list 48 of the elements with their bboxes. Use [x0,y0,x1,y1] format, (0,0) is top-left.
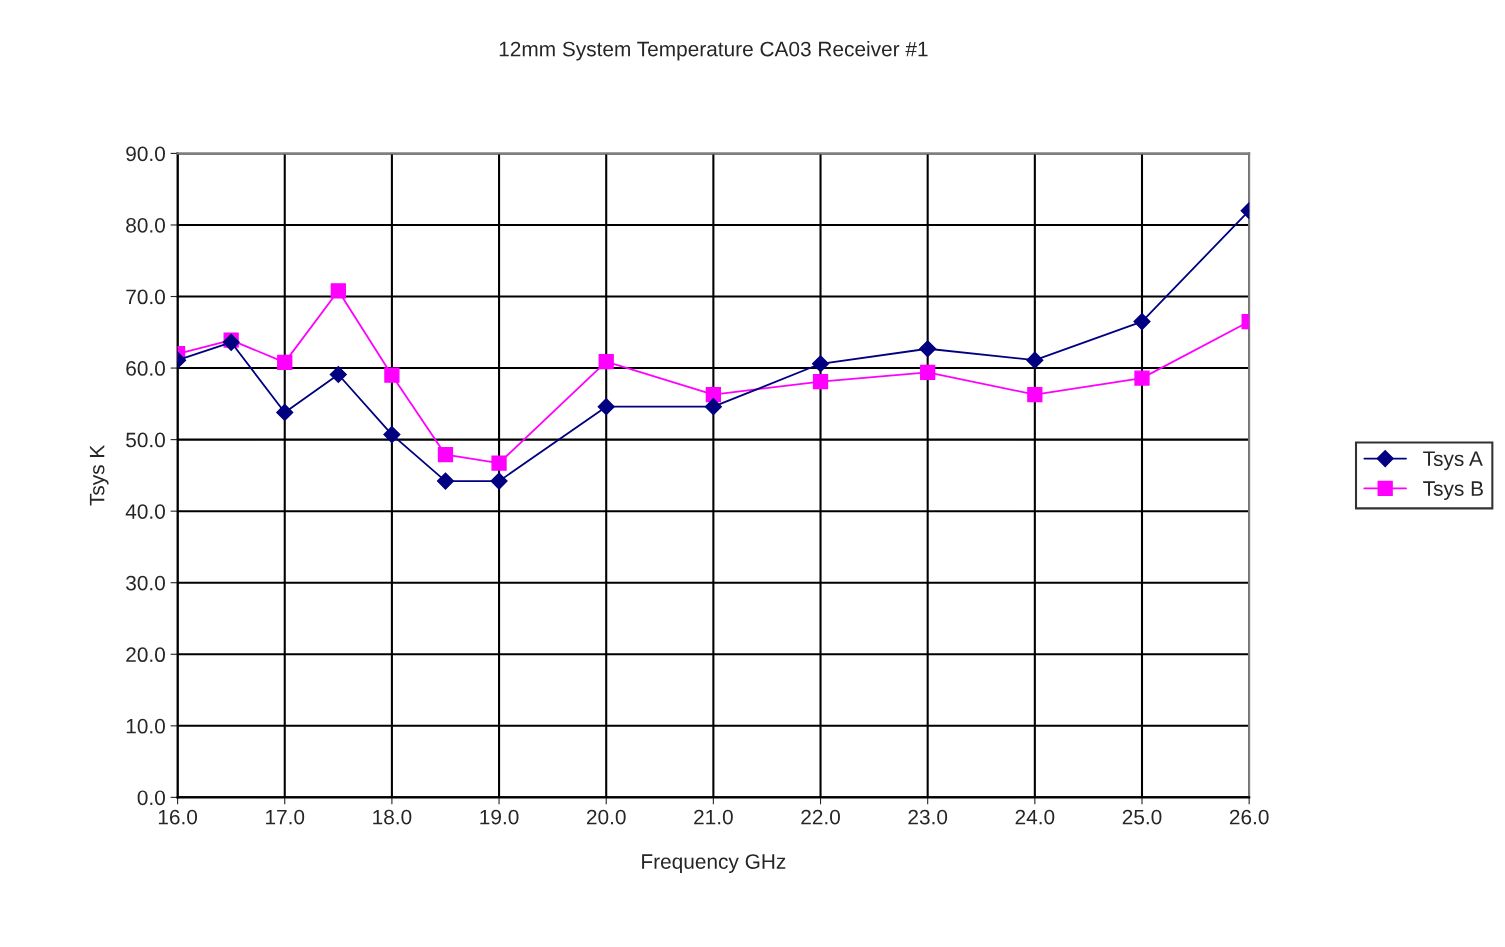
point [383,426,401,444]
point [276,403,294,421]
x-axis-title: Frequency GHz [642,854,786,874]
x-tick-label: 17.0 [266,809,305,825]
point [277,354,293,370]
y-tick-label: 20.0 [126,647,165,663]
point [491,455,507,471]
point [329,365,347,384]
y-tick-label: 40.0 [125,504,165,519]
point [598,353,614,370]
point [436,472,455,490]
x-tick-label: 16.0 [158,809,198,825]
x-tick-label: 25.0 [1122,809,1162,825]
legend-label: Tsys A [1423,451,1483,471]
point [437,447,454,463]
x-tick-label: 24.0 [1015,809,1055,825]
point [597,398,615,416]
point [920,364,936,380]
x-tick-label: 18.0 [373,809,412,825]
point [705,386,722,403]
point [704,398,722,416]
point [330,283,346,299]
point [1134,370,1150,386]
point [812,374,829,390]
y-tick-label: 70.0 [126,289,165,305]
x-tick-label: 19.0 [480,809,519,825]
point [384,367,400,383]
x-tick-label: 26.0 [1229,809,1269,825]
y-tick-label: 60.0 [126,361,165,376]
y-tick-label: 30.0 [126,575,165,591]
x-tick-label: 20.0 [586,809,626,825]
y-tick-label: 80.0 [126,217,165,233]
y-tick-label: 0.0 [137,790,165,806]
point [490,472,508,490]
y-axis-title: Tsys K [89,444,109,506]
y-tick-label: 50.0 [126,432,165,448]
point [1026,351,1044,369]
chart-title: 12mm System Temperature CA03 Receiver #1 [499,41,928,61]
legend-label: Tsys B [1423,481,1483,501]
point [919,340,937,358]
x-tick-label: 23.0 [908,809,948,825]
point [1133,313,1151,331]
y-tick-label: 90.0 [126,146,165,162]
y-tick-label: 10.0 [126,718,165,734]
x-tick-label: 22.0 [801,809,840,825]
point [811,355,830,373]
point [1027,386,1043,403]
x-tick-label: 21.0 [694,809,733,825]
